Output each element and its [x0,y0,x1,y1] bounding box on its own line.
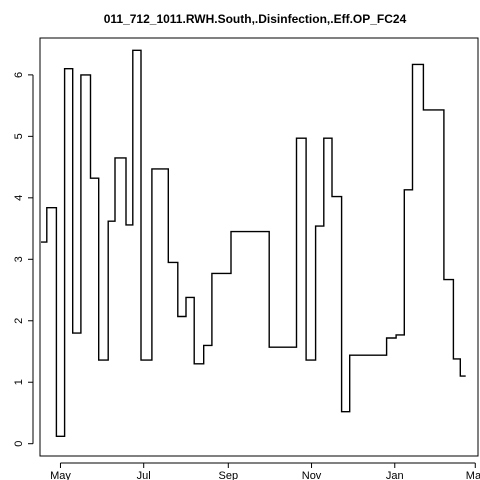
series-line [41,49,466,437]
series-layer [41,49,466,437]
x-tick-label: Mar [466,470,480,480]
x-tick-label: Sep [219,470,239,480]
y-tick-label: 3 [13,256,25,262]
x-tick-label: Nov [302,470,322,480]
x-axis: May Jul Sep Nov Jan Mar [50,462,480,480]
plot-frame [39,37,479,457]
x-tick-label: Jul [137,470,151,480]
chart-title: 011_712_1011.RWH.South,.Disinfection,.Ef… [104,12,407,26]
y-tick-label: 5 [13,133,25,139]
y-tick-label: 2 [13,318,25,324]
y-tick-label: 0 [13,441,25,447]
x-tick-label: May [50,470,71,480]
y-tick-label: 4 [13,195,25,201]
y-tick-label: 1 [13,379,25,385]
y-tick-label: 6 [13,72,25,78]
x-tick-label: Jan [386,470,404,480]
y-axis: 0 1 2 3 4 5 6 [13,72,34,447]
